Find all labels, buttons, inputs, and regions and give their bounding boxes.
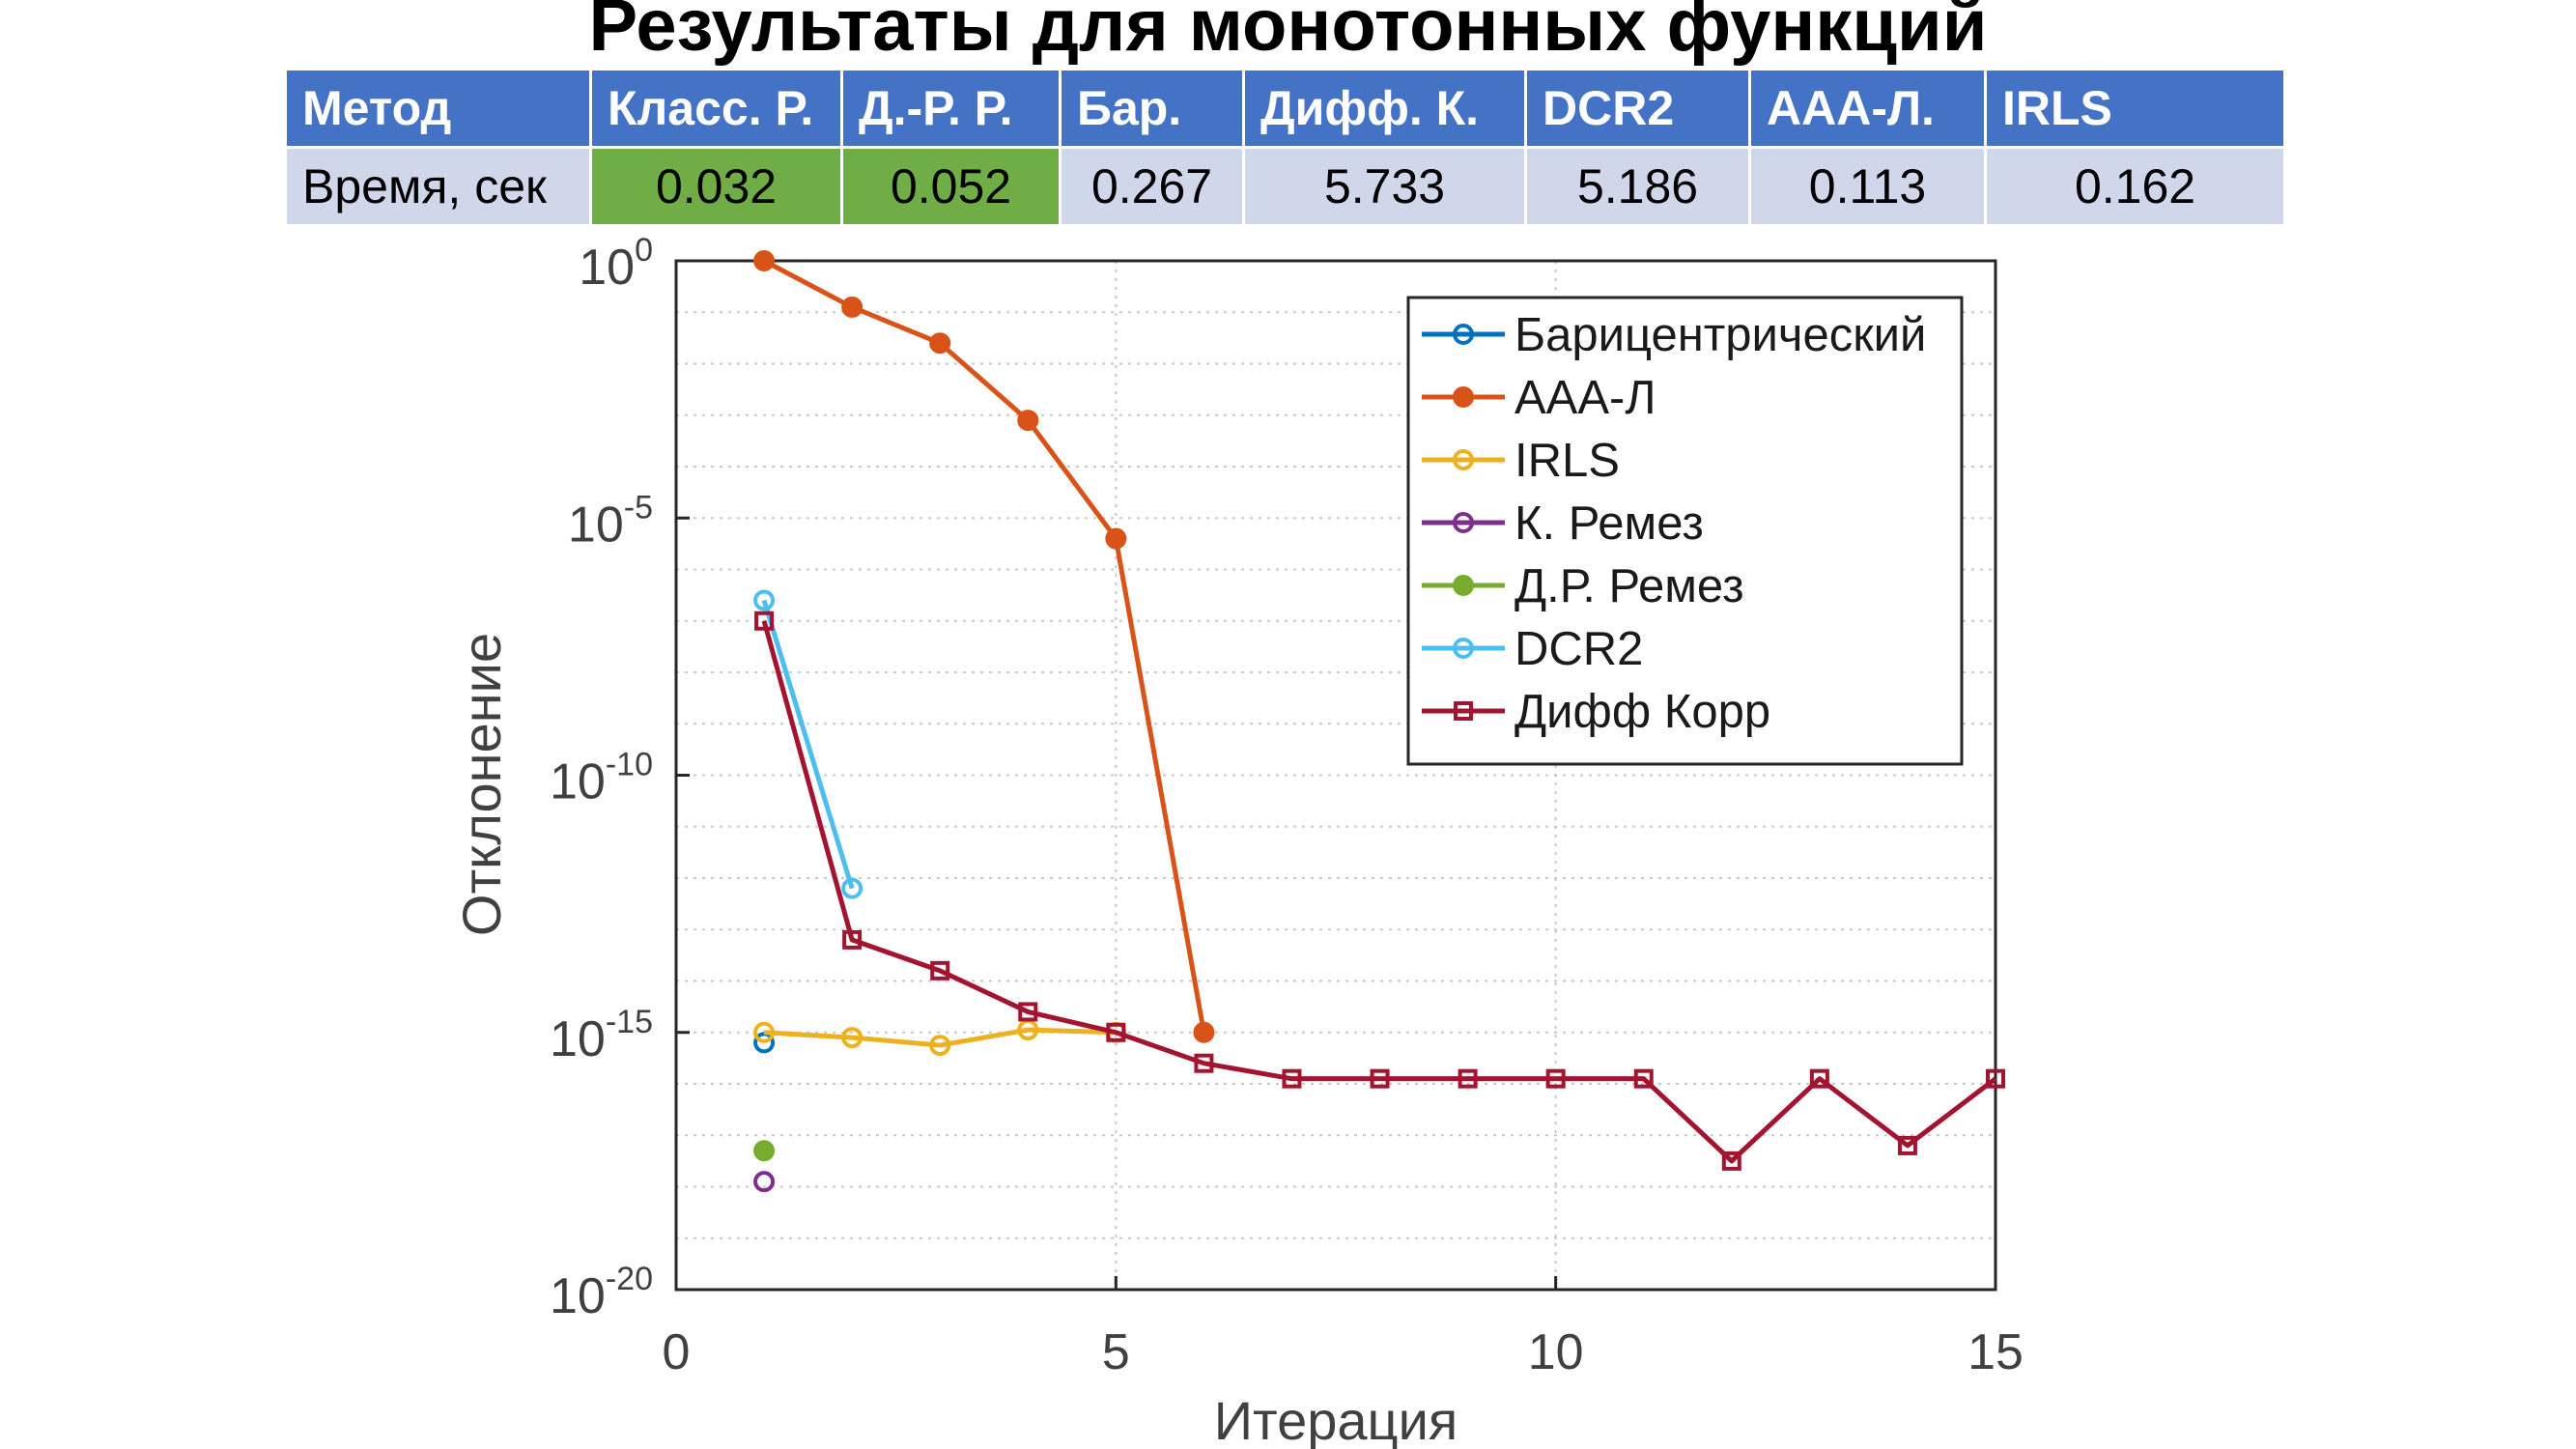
- data-point: [753, 1171, 776, 1193]
- data-point: [929, 1035, 951, 1057]
- time-cell: 0.267: [1059, 146, 1245, 227]
- legend-marker: [1454, 701, 1473, 721]
- table-row: Время, сек 0.032 0.052 0.267 5.733 5.186…: [284, 146, 2286, 227]
- data-point: [753, 1140, 776, 1162]
- header-cell: Д.-Р. Р.: [840, 68, 1062, 149]
- data-point: [1194, 1053, 1214, 1073]
- data-point: [1545, 1068, 1566, 1089]
- series: [753, 250, 2005, 1193]
- data-point: [842, 929, 863, 950]
- data-point: [1721, 1151, 1741, 1171]
- series-6: [754, 611, 2005, 1171]
- data-point: [1897, 1135, 1917, 1155]
- x-tick-label: 5: [1102, 1324, 1130, 1380]
- data-point: [930, 960, 950, 980]
- y-tick-label: 10-20: [550, 1261, 653, 1324]
- data-point: [1986, 1068, 2005, 1089]
- x-tick-label: 15: [1967, 1324, 2024, 1380]
- time-cell: 5.733: [1242, 146, 1527, 227]
- header-cell: Класс. Р.: [589, 68, 843, 149]
- grid: [676, 261, 1996, 1290]
- data-point: [1106, 1022, 1126, 1042]
- legend-label: AAA-Л: [1514, 372, 1656, 424]
- data-point: [1193, 1021, 1215, 1043]
- time-cell: 5.186: [1524, 146, 1751, 227]
- data-point: [1018, 1002, 1038, 1022]
- legend-marker: [1453, 324, 1474, 345]
- data-point: [1633, 1068, 1654, 1089]
- legend-marker: [1453, 638, 1474, 659]
- legend-label: К. Ремез: [1514, 497, 1704, 550]
- time-cell: 0.052: [840, 146, 1062, 227]
- legend-label: IRLS: [1514, 435, 1620, 487]
- legend-label: DCR2: [1514, 623, 1643, 675]
- data-point: [754, 611, 775, 631]
- series-1: [753, 250, 1215, 1043]
- header-cell: DCR2: [1524, 68, 1751, 149]
- data-point: [1370, 1068, 1390, 1089]
- data-point: [1809, 1068, 1829, 1089]
- row-label: Время, сек: [284, 146, 592, 227]
- legend-marker: [1453, 512, 1474, 533]
- data-point: [753, 1021, 776, 1043]
- x-tick-label: 10: [1528, 1324, 1584, 1380]
- header-cell: AAA-Л.: [1748, 68, 1987, 149]
- data-point: [841, 877, 863, 899]
- time-cell: 0.032: [589, 146, 843, 227]
- table-header-row: Метод Класс. Р. Д.-Р. Р. Бар. Дифф. К. D…: [284, 68, 2286, 149]
- y-tick-label: 10-10: [550, 747, 653, 810]
- header-cell: Бар.: [1059, 68, 1245, 149]
- y-tick-label: 10-15: [550, 1004, 653, 1067]
- legend-marker: [1453, 386, 1474, 408]
- time-cell: 0.162: [1984, 146, 2286, 227]
- header-cell: IRLS: [1984, 68, 2286, 149]
- page-title: Результаты для монотонных функций: [588, 0, 1988, 67]
- y-axis-label: Отклонение: [451, 633, 512, 936]
- x-tick-label: 0: [663, 1324, 691, 1380]
- data-point: [1282, 1068, 1302, 1089]
- series-3: [753, 1171, 776, 1193]
- data-point: [841, 1027, 863, 1049]
- legend: Барицентрический AAA-Л IRLS К. Ремез Д.Р. Ре…: [1406, 296, 1964, 766]
- header-cell: Дифф. К.: [1242, 68, 1527, 149]
- series-line: [763, 1027, 1117, 1048]
- ticks: 0 5 10 15 100 10-5 10-10 10-15 10-20: [550, 232, 2024, 1380]
- data-point: [841, 296, 863, 318]
- series-4: [753, 1140, 776, 1162]
- data-point: [753, 250, 776, 271]
- series-line: [761, 599, 855, 890]
- legend-marker: [1453, 449, 1474, 470]
- legend-box: [1406, 296, 1964, 766]
- results-table: Метод Класс. Р. Д.-Р. Р. Бар. Дифф. К. D…: [284, 68, 2286, 227]
- legend-label: Барицентрический: [1514, 309, 1926, 361]
- x-axis-label: Итерация: [1214, 1390, 1458, 1449]
- series-line: [761, 620, 1997, 1164]
- data-point: [753, 589, 776, 611]
- series-line: [762, 258, 1206, 1034]
- data-point: [1017, 410, 1039, 432]
- data-point: [929, 332, 951, 355]
- y-tick-label: 10-5: [568, 489, 653, 553]
- legend-label: Дифф Корр: [1514, 686, 1770, 738]
- data-point: [1458, 1068, 1478, 1089]
- y-tick-label: 100: [579, 232, 653, 296]
- data-point: [1105, 527, 1127, 550]
- series-2: [753, 1019, 1127, 1057]
- header-cell: Метод: [284, 68, 592, 149]
- series-5: [753, 589, 863, 899]
- time-cell: 0.113: [1748, 146, 1987, 227]
- legend-marker: [1453, 575, 1474, 596]
- legend-label: Д.Р. Ремез: [1514, 560, 1744, 612]
